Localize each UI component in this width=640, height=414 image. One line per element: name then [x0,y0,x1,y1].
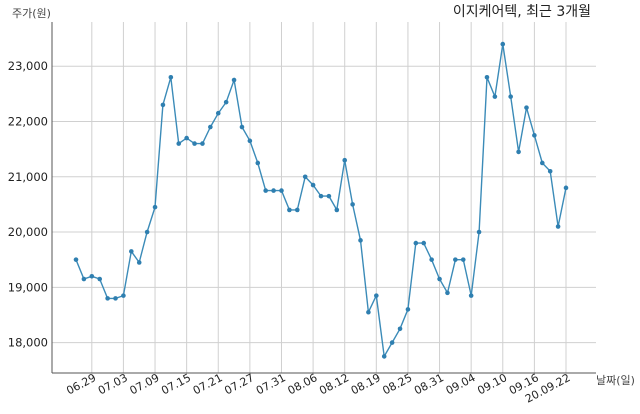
data-point [389,340,395,345]
data-point [208,124,213,130]
data-point [500,41,506,47]
x-tick-label: 09.04 [444,371,478,397]
data-point [492,94,498,99]
data-point [547,168,553,174]
x-tick-label: 09.10 [475,371,509,397]
data-point [97,276,103,282]
data-point [460,257,466,262]
data-point [200,141,205,146]
data-point [192,141,197,146]
data-point [121,293,126,298]
x-tick-labels: 06.2907.0307.0907.1507.2107.2707.3108.06… [64,371,572,405]
data-point [215,110,221,116]
data-point [539,160,545,166]
x-tick-label: 07.03 [96,371,130,397]
data-point [129,249,134,254]
data-point [374,293,379,298]
x-tick-label: 08.25 [380,371,414,397]
x-tick-label: 06.29 [64,371,98,397]
data-point [105,296,110,301]
series-price [73,41,569,359]
data-point [176,141,182,146]
data-point [318,193,324,199]
data-point [413,240,419,246]
y-tick-label: 18,000 [8,336,48,350]
data-point [144,229,150,235]
data-point [405,307,411,312]
data-point [508,94,513,99]
x-tick-label: 07.31 [254,371,288,397]
data-point [310,182,316,188]
y-tick-label: 21,000 [8,170,48,184]
y-tick-labels: 18,000 19,000 20,000 21,000 22,000 23,000 [8,59,48,349]
data-point [247,138,253,144]
data-point [113,296,118,301]
data-point [532,133,537,138]
data-point [136,260,142,265]
x-tick-label: 07.21 [191,371,225,397]
x-tick-label: 07.15 [159,371,193,397]
y-tick-label: 22,000 [8,114,48,128]
data-point [429,257,434,262]
data-point [168,74,174,80]
x-tick-label: 07.27 [222,371,256,397]
data-point [476,229,482,235]
data-point [484,74,490,80]
data-point [73,257,79,262]
x-tick-label: 08.06 [286,371,320,397]
data-point [358,238,363,243]
data-point [342,157,348,163]
x-tick-label: 08.12 [317,371,351,397]
x-axis-label: 날짜(일) [596,373,635,387]
data-point [468,293,474,298]
data-point [231,77,237,83]
data-point [287,207,292,213]
data-point [334,207,340,213]
y-axis-label: 주가(원) [12,7,51,20]
data-point [160,102,166,108]
data-point [89,273,95,279]
data-point [366,309,371,315]
data-point [453,257,458,262]
data-point [81,276,87,282]
y-tick-label: 23,000 [8,59,48,73]
data-point [326,193,332,199]
data-point [516,149,521,155]
data-point [397,326,403,332]
axes [51,22,596,374]
data-point [445,290,450,296]
data-point [223,99,229,105]
data-point [279,188,284,193]
x-tick-label: 07.09 [128,371,162,397]
data-point [524,105,529,110]
data-point [294,207,300,213]
data-point [421,240,427,246]
data-point [437,276,442,282]
data-point [350,202,355,207]
data-point [381,354,387,359]
data-point [239,124,245,130]
data-point [255,160,261,166]
data-point [152,204,158,210]
data-point [184,135,189,141]
grid-lines [52,22,596,373]
series-line [75,43,567,359]
data-point [271,188,276,193]
y-tick-label: 19,000 [8,280,48,294]
y-tick-label: 20,000 [8,225,48,239]
chart-title: 이지케어텍, 최근 3개월 [453,4,591,20]
x-tick-label: 08.19 [349,371,383,397]
x-tick-label: 08.31 [412,371,446,397]
data-point [563,185,569,191]
data-point [302,174,308,180]
data-point [263,188,268,193]
data-point [555,224,561,229]
